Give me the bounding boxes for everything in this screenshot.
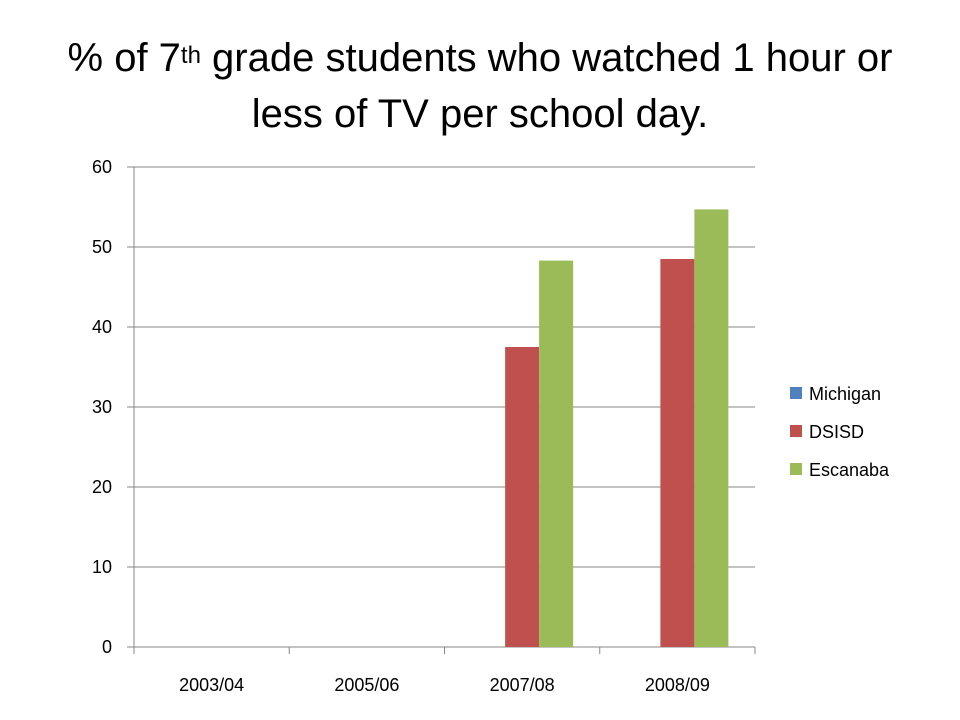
title-prefix: % of 7 xyxy=(67,36,181,80)
y-tick-label: 60 xyxy=(92,157,112,177)
bar-dsisd xyxy=(660,259,695,647)
y-tick-label: 30 xyxy=(92,397,112,417)
y-tick-label: 20 xyxy=(92,477,112,497)
bar-escanaba xyxy=(694,209,729,647)
title-line1-rest: grade students who watched 1 hour or xyxy=(200,36,893,80)
y-tick-label: 0 xyxy=(102,637,112,657)
x-tick-label: 2005/06 xyxy=(334,675,399,695)
bar-dsisd xyxy=(505,347,540,647)
legend-swatch-dsisd xyxy=(790,425,802,437)
legend-swatch-michigan xyxy=(790,387,802,399)
x-tick-label: 2003/04 xyxy=(179,675,244,695)
legend-label-michigan: Michigan xyxy=(809,384,881,404)
legend-label-dsisd: DSISD xyxy=(809,422,864,442)
title-line2: less of TV per school day. xyxy=(251,92,709,136)
bar-escanaba xyxy=(539,260,574,647)
legend-swatch-escanaba xyxy=(790,463,802,475)
chart-title: % of 7th grade students who watched 1 ho… xyxy=(20,30,940,142)
x-tick-label: 2008/09 xyxy=(645,675,710,695)
x-tick-label: 2007/08 xyxy=(490,675,555,695)
y-tick-label: 50 xyxy=(92,237,112,257)
legend-label-escanaba: Escanaba xyxy=(809,460,890,480)
y-tick-label: 10 xyxy=(92,557,112,577)
title-superscript: th xyxy=(180,42,201,69)
y-tick-label: 40 xyxy=(92,317,112,337)
